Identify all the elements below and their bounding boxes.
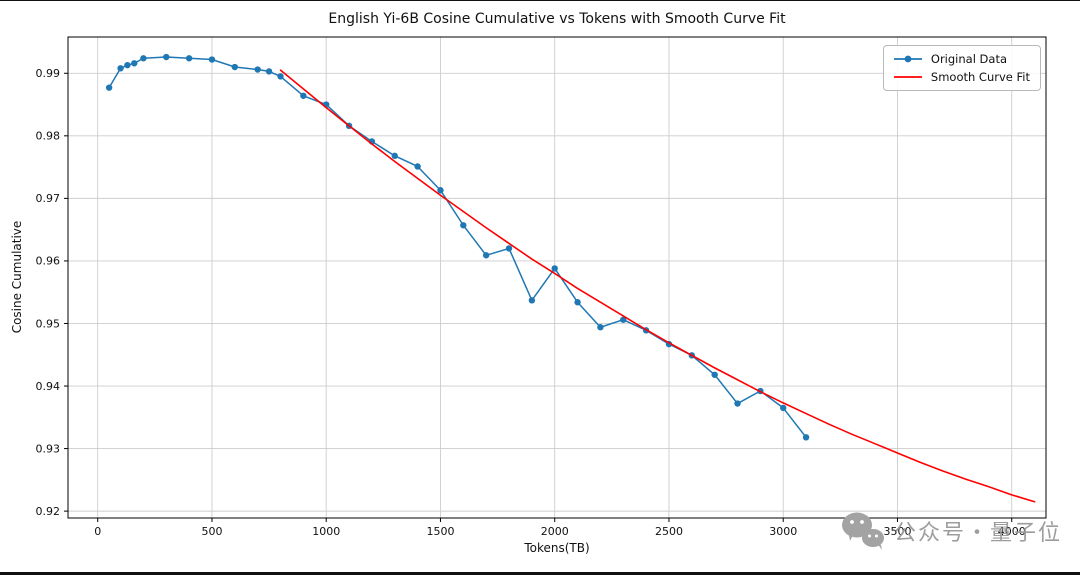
data-point-marker	[414, 163, 421, 170]
grid-lines	[68, 37, 1046, 518]
data-point-marker	[105, 84, 113, 91]
watermark-text: 公众号・量子位	[893, 521, 1062, 546]
data-point-marker	[231, 63, 239, 71]
legend-line-sample	[893, 76, 922, 78]
y-tick-label: 0.97	[36, 192, 61, 205]
y-tick-label: 0.98	[36, 130, 61, 143]
data-point-marker	[802, 434, 810, 441]
legend-label: Original Data	[930, 52, 1008, 66]
data-point-marker	[437, 187, 444, 194]
x-tick-label: 500	[201, 525, 222, 538]
data-point-marker	[620, 316, 627, 323]
data-point-marker	[597, 324, 604, 331]
x-tick-label: 4000	[998, 525, 1026, 538]
y-tick-label: 0.95	[36, 317, 61, 330]
tick-marks	[64, 72, 1013, 522]
y-tick-label: 0.92	[36, 505, 61, 518]
x-tick-label: 3000	[769, 525, 797, 538]
y-tick-label: 0.99	[36, 67, 61, 80]
series-original-data	[105, 53, 810, 441]
watermark: 公众号・量子位	[840, 510, 1062, 552]
legend-label: Smooth Curve Fit	[930, 70, 1030, 84]
data-point-marker	[117, 65, 124, 72]
data-point-marker	[482, 252, 490, 259]
data-point-marker	[208, 56, 216, 63]
legend-line-sample	[893, 55, 922, 63]
legend-entry: Original Data	[892, 52, 1030, 66]
y-axis-label: Cosine Cumulative	[10, 220, 24, 334]
data-point-marker	[460, 222, 467, 229]
data-point-marker	[551, 265, 558, 272]
data-point-marker	[574, 299, 581, 306]
wechat-bubbles-icon	[841, 512, 884, 550]
data-point-marker	[185, 55, 193, 62]
x-tick-label: 2500	[655, 525, 683, 538]
y-tick-label: 0.94	[36, 380, 61, 393]
data-point-marker	[391, 152, 398, 160]
data-point-marker	[780, 404, 787, 412]
data-point-marker	[505, 245, 513, 252]
x-tick-label: 1000	[312, 525, 340, 538]
chart-title: English Yi-6B Cosine Cumulative vs Token…	[328, 11, 786, 27]
data-point-marker	[163, 53, 170, 61]
x-axis-label: Tokens(TB)	[524, 541, 590, 555]
data-point-marker	[528, 297, 536, 304]
y-tick-label: 0.96	[36, 255, 61, 268]
x-tick-label: 0	[94, 525, 101, 538]
data-point-marker	[277, 73, 284, 80]
tick-labels: 0 500 1000 1500 2000 2500 3000 3500 4000 0.92 0.93…	[36, 67, 1026, 538]
y-tick-label: 0.93	[36, 442, 61, 455]
series-smooth-curve-fit	[279, 69, 1036, 503]
x-tick-label: 3500	[883, 525, 911, 538]
data-point-marker	[140, 55, 147, 62]
data-point-marker	[131, 60, 138, 67]
x-tick-label: 1500	[426, 525, 454, 538]
x-tick-label: 2000	[541, 525, 569, 538]
data-point-marker	[300, 92, 307, 99]
legend-entry: Smooth Curve Fit	[892, 70, 1030, 84]
data-point-marker	[711, 371, 718, 378]
data-point-marker	[124, 61, 131, 69]
data-point-marker	[254, 66, 261, 73]
data-point-marker	[734, 400, 741, 407]
legend: Original Data Smooth Curve Fit	[882, 45, 1041, 91]
data-point-marker	[265, 68, 273, 75]
axes-spines	[67, 36, 1047, 519]
